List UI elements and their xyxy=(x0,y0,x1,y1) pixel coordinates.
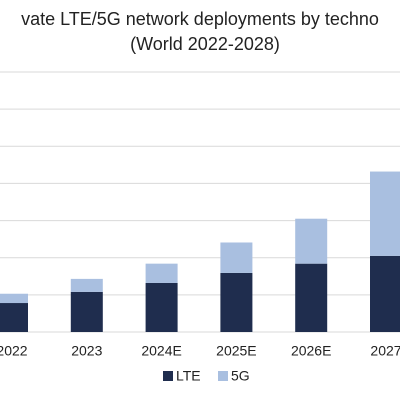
legend-swatch xyxy=(218,371,228,381)
bar-segment xyxy=(145,282,178,332)
bar-segment xyxy=(295,218,328,264)
bar-segment xyxy=(70,291,103,332)
legend-label: 5G xyxy=(231,368,250,384)
x-tick-label: 2026E xyxy=(291,343,331,359)
x-tick-label: 2027 xyxy=(370,343,400,359)
bar-segment xyxy=(0,303,28,332)
x-tick-label: 2025E xyxy=(216,343,256,359)
bar-segment xyxy=(70,278,103,292)
bar-segment xyxy=(220,272,253,332)
bar-segment xyxy=(370,255,400,332)
x-tick-label: 2024E xyxy=(141,343,181,359)
x-tick-label: 2023 xyxy=(71,343,102,359)
legend-label: LTE xyxy=(176,368,201,384)
bar-segment xyxy=(145,263,178,283)
chart-subtitle: (World 2022-2028) xyxy=(130,34,280,54)
x-tick-label: 2022 xyxy=(0,343,28,359)
bar-segment xyxy=(220,242,253,273)
bar-segment xyxy=(370,171,400,256)
legend-swatch xyxy=(163,371,173,381)
bar-segment xyxy=(0,293,28,304)
bar-segment xyxy=(295,263,328,332)
chart-title: vate LTE/5G network deployments by techn… xyxy=(21,9,379,29)
